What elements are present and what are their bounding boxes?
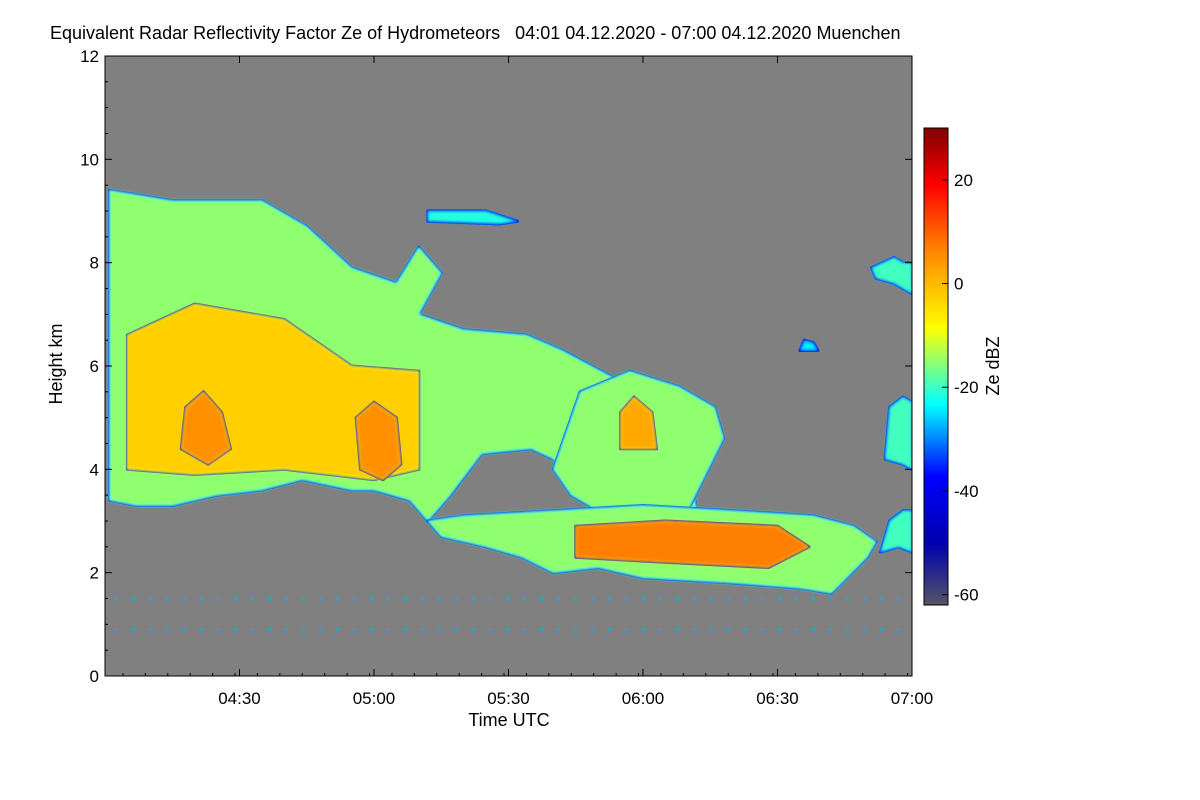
- colorbar-tick-label: 20: [954, 171, 973, 190]
- x-axis: 04:30 05:00 05:30 06:00 06:30 07:00: [122, 56, 934, 708]
- y-tick-label: 2: [90, 564, 99, 583]
- y-tick-label: 0: [90, 667, 99, 686]
- data-layer: [108, 188, 912, 631]
- region-upper-right-fragment: [870, 256, 912, 295]
- colorbar-ticks: 20 0 -20 -40 -60: [942, 171, 979, 605]
- x-tick-label: 05:00: [353, 689, 396, 708]
- x-tick-label: 05:30: [487, 689, 530, 708]
- region-thin-cirrus-5-10: [427, 210, 519, 225]
- region-upper-cloud-max-2: [355, 401, 402, 481]
- colorbar-tick-label: -40: [954, 482, 979, 501]
- y-tick-label: 10: [80, 150, 99, 169]
- y-tick-label: 4: [90, 460, 99, 479]
- x-tick-label: 06:00: [622, 689, 665, 708]
- region-lower-layer-core: [575, 520, 810, 569]
- chart-title: Equivalent Radar Reflectivity Factor Ze …: [50, 23, 901, 43]
- region-upper-cloud-max: [180, 391, 232, 465]
- y-axis: 0 2 4 6 8 10 12: [80, 47, 912, 686]
- colorbar-tick-label: -20: [954, 378, 979, 397]
- x-tick-label: 04:30: [218, 689, 261, 708]
- y-tick-label: 6: [90, 357, 99, 376]
- region-descending-cloud-core: [619, 396, 658, 450]
- y-tick-label: 8: [90, 254, 99, 273]
- colorbar-label: Ze dBZ: [983, 336, 1003, 395]
- colorbar: [923, 127, 949, 606]
- colorbar-tick-label: -60: [954, 586, 979, 605]
- region-right-edge-fragment: [884, 396, 912, 471]
- x-tick-label: 06:30: [756, 689, 799, 708]
- region-right-edge-lower-fragment: [879, 509, 912, 553]
- x-axis-label: Time UTC: [468, 710, 549, 730]
- x-tick-label: 07:00: [891, 689, 934, 708]
- y-tick-label: 12: [80, 47, 99, 66]
- colorbar-tick-label: 0: [954, 275, 963, 294]
- region-small-fragment-6-45: [799, 339, 819, 352]
- y-axis-label: Height km: [46, 323, 66, 404]
